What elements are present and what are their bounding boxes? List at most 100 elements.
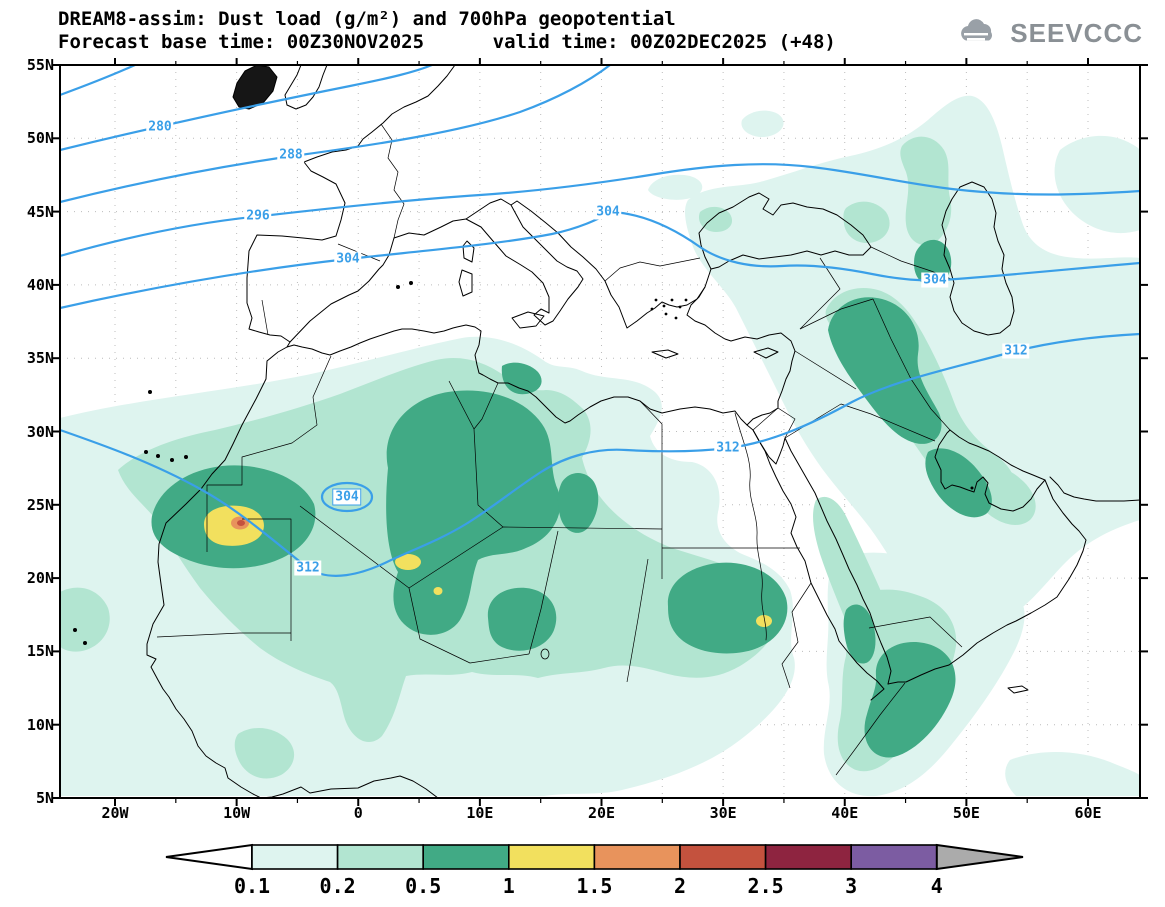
island-corsica <box>462 240 475 263</box>
aegean-island-dot <box>664 312 668 316</box>
lat-axis-label: 25N <box>26 495 54 514</box>
island-dot <box>409 281 413 285</box>
border-line <box>604 257 701 282</box>
small-islands <box>73 281 974 645</box>
island-crete <box>651 349 679 359</box>
coast-makran <box>1049 476 1140 502</box>
lat-axis-label: 10N <box>26 715 54 734</box>
cloud-icon <box>961 18 993 40</box>
lon-axis-label: 0 <box>353 804 363 822</box>
geopotential-contour-312 <box>60 332 1140 577</box>
lat-axis-label: 20N <box>26 569 54 588</box>
coast-italy <box>465 198 584 326</box>
dust-area-0p5-gulf <box>925 448 992 518</box>
forecast-time-line: Forecast base time: 00Z30NOV2025 valid t… <box>58 31 836 53</box>
geopotential-contour-272 <box>60 65 137 97</box>
colorbar-label: 1.5 <box>576 874 612 898</box>
coast-turkey-north-africa <box>286 286 796 426</box>
dust-area-1-algeria <box>395 554 421 570</box>
lon-axis-label: 20E <box>587 804 616 822</box>
lon-axis-label: 10W <box>223 804 251 822</box>
dust-area-0p5-gabes-coast <box>501 362 542 395</box>
logo-text: SEEVCCC <box>1010 18 1143 48</box>
border-line <box>752 407 796 439</box>
border-line <box>380 123 405 239</box>
island-dot <box>83 641 87 645</box>
lon-axis-label: 40E <box>831 804 859 822</box>
dust-area-0p2-guinea <box>234 727 295 779</box>
island-dot <box>73 628 77 632</box>
island-dot <box>170 458 174 462</box>
lon-axis-label: 50E <box>952 804 980 822</box>
border-line <box>868 616 963 648</box>
colorbar-arrow-right <box>935 843 1024 871</box>
dust-area-0p1-europe-1 <box>648 174 703 200</box>
border-line <box>206 355 332 552</box>
page-title: DREAM8-assim: Dust load (g/m²) and 700hP… <box>58 8 676 30</box>
coast-caspian-sea <box>941 181 1015 336</box>
dust-area-0p1-europe-2 <box>741 110 784 138</box>
colorbar-segment <box>679 844 767 870</box>
border-line <box>781 582 812 689</box>
border-line <box>299 380 504 589</box>
coast-britain <box>284 65 328 110</box>
dust-area-1-niger <box>433 587 443 595</box>
coast-black-sea <box>698 192 872 270</box>
dust-area-0p2-caspian <box>900 136 952 246</box>
lat-axis-label: 35N <box>26 349 54 368</box>
colorbar-segment <box>850 844 938 870</box>
dust-area-0p1-se-ocean <box>1005 751 1140 796</box>
border-line <box>156 632 291 638</box>
island-sardinia <box>458 269 473 297</box>
border-line <box>502 526 663 530</box>
river-nile <box>734 412 767 641</box>
geopotential-contour-304-closed <box>320 481 374 513</box>
aegean-island-dot <box>674 316 678 320</box>
aegean-island-dot <box>684 298 688 302</box>
island-dot <box>396 285 400 289</box>
colorbar-segment <box>422 844 510 870</box>
border-line <box>799 257 841 330</box>
dust-area-0p1-ne-corner <box>1054 135 1140 234</box>
axis-ticks <box>52 58 1148 806</box>
colorbar-label: 0.2 <box>320 874 356 898</box>
coast-sinai <box>752 429 786 465</box>
dust-area-0p5-iraq <box>828 297 942 444</box>
border-line <box>626 558 649 683</box>
island-dot <box>156 454 160 458</box>
lat-axis-label: 50N <box>26 129 54 148</box>
dust-area-0p2-anatolia <box>698 206 733 232</box>
dust-area-0p5-algeria <box>386 390 561 635</box>
map-frame <box>59 64 1141 799</box>
colorbar-segment <box>764 844 852 870</box>
colorbar-segment <box>336 844 425 870</box>
coast-aden-oman <box>887 479 1087 685</box>
colorbar-label: 1 <box>503 874 515 898</box>
colorbar-arrow-left <box>165 843 253 871</box>
border-line <box>639 400 663 579</box>
colorbar-segment <box>251 844 339 870</box>
seevccc-logo: SEEVCCC <box>957 18 1143 49</box>
aegean-island-dot <box>670 298 674 302</box>
colorbar-label: 2 <box>674 874 686 898</box>
country-borders <box>156 123 963 776</box>
island-cyprus <box>753 347 779 359</box>
border-line <box>242 518 292 641</box>
aegean-island-dot <box>650 307 654 311</box>
colorbar-label: 4 <box>931 874 943 898</box>
dust-area-1-sudan <box>756 615 772 627</box>
lon-axis-label: 30E <box>709 804 737 822</box>
colorbar-label: 2.5 <box>748 874 784 898</box>
island-dot <box>148 390 152 394</box>
island-dot <box>184 455 188 459</box>
border-line <box>794 350 857 390</box>
dust-area-0p5-chad <box>487 587 557 651</box>
geopotential-contour-280 <box>60 65 434 152</box>
dust-area-0p5-eritrea <box>843 604 876 664</box>
colorbar-segment <box>507 844 596 870</box>
colorbar-label: 0.5 <box>405 874 441 898</box>
island-dot <box>144 450 148 454</box>
lat-axis-label: 45N <box>26 202 54 221</box>
colorbar-label: 0.1 <box>234 874 270 898</box>
